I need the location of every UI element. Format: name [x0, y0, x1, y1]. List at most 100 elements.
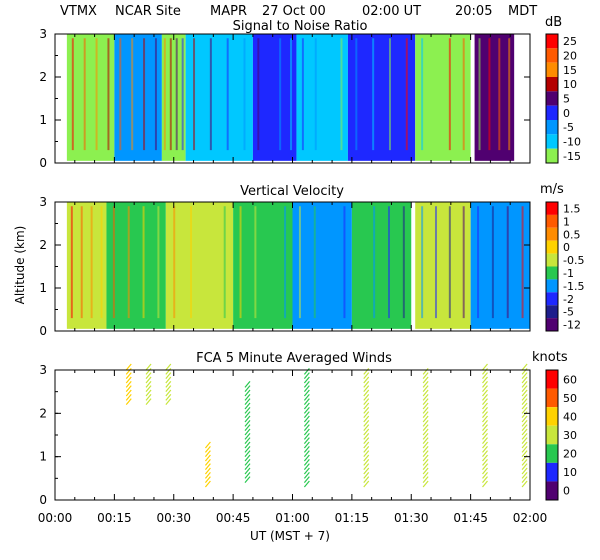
wind-barb: [303, 432, 310, 440]
colorbar-label: 1.5: [563, 202, 581, 215]
colorbar-swatch: [546, 407, 558, 426]
colorbar-label: 0: [563, 107, 570, 120]
colorbar-label: 20: [563, 50, 577, 63]
y-tick-label: 3: [39, 195, 47, 209]
wind-barb: [303, 419, 310, 427]
wind-barb: [482, 432, 488, 440]
wind-barb: [422, 424, 429, 432]
wind-barb: [303, 480, 310, 488]
colorbar-label: 0: [563, 241, 570, 254]
colorbar-label: 10: [563, 466, 577, 479]
colorbar-label: -10: [563, 136, 581, 149]
colorbar-swatch: [546, 481, 558, 500]
header-site: NCAR Site: [115, 4, 181, 19]
x-tick-label: 00:00: [38, 511, 73, 525]
wind-barb: [521, 432, 528, 440]
wind-barb: [482, 437, 488, 445]
wind-barb: [482, 372, 488, 380]
wind-barb: [165, 367, 172, 375]
wind-barb: [204, 471, 211, 479]
panel2-title: Vertical Velocity: [240, 184, 344, 199]
wind-barb: [521, 415, 528, 423]
wind-barb: [303, 454, 310, 462]
wind-barb: [303, 424, 310, 432]
y-tick-label: 3: [39, 363, 47, 377]
wind-barb: [521, 411, 528, 419]
wind-barb: [125, 363, 132, 371]
wind-barb: [303, 463, 310, 471]
wind-barb: [482, 419, 488, 427]
colorbar-frame: [545, 369, 559, 501]
wind-barb: [422, 432, 429, 440]
wind-barb: [521, 380, 528, 388]
wind-barb: [303, 471, 310, 479]
wind-barb: [363, 445, 370, 453]
data-column: [474, 34, 515, 161]
colorbar-swatch: [546, 444, 558, 463]
wind-barb: [244, 437, 251, 445]
wind-barb: [145, 380, 152, 388]
wind-barb: [204, 476, 211, 484]
wind-barb: [521, 424, 528, 432]
wind-barb: [422, 454, 429, 462]
wind-barb: [482, 428, 488, 436]
data-column: [347, 34, 416, 161]
panel1-title: Signal to Noise Ratio: [233, 19, 368, 34]
wind-barb: [422, 393, 429, 401]
wind-barb: [363, 385, 370, 393]
y-tick-label: 0: [39, 324, 47, 338]
wind-barb: [204, 458, 211, 466]
wind-barb: [363, 480, 370, 488]
data-column: [161, 34, 186, 161]
wind-barb: [303, 467, 310, 475]
wind-barb: [165, 393, 172, 401]
wind-barb: [482, 389, 488, 397]
wind-barb: [303, 450, 310, 458]
colorbar-swatch: [546, 148, 558, 163]
colorbar-label: 15: [563, 64, 577, 77]
wind-barb: [521, 419, 528, 427]
wind-barb: [165, 380, 172, 388]
wind-barb: [521, 367, 528, 375]
wind-barb: [244, 411, 251, 419]
wind-barb: [303, 458, 310, 466]
y-tick-label: 1: [39, 450, 47, 464]
panel2-unit: m/s: [540, 182, 564, 197]
wind-barb: [363, 450, 370, 458]
wind-barb: [244, 463, 251, 471]
wind-barb: [244, 380, 251, 388]
wind-barb: [422, 372, 429, 380]
wind-barb: [244, 450, 251, 458]
colorbar-frame: [545, 201, 559, 332]
colorbar-swatch: [546, 292, 558, 306]
wind-barb: [521, 454, 528, 462]
wind-barb: [204, 441, 211, 449]
wind-barb: [363, 419, 370, 427]
wind-barb: [204, 467, 211, 475]
wind-barb: [244, 471, 251, 479]
y-tick-label: 2: [39, 406, 47, 420]
wind-barb: [521, 376, 528, 384]
wind-barb: [482, 480, 488, 488]
wind-barb: [145, 389, 152, 397]
wind-barb: [125, 367, 132, 375]
data-column: [185, 34, 253, 161]
data-column: [233, 202, 293, 329]
colorbar-label: 25: [563, 35, 577, 48]
wind-barb: [363, 476, 370, 484]
x-tick-label: 02:00: [513, 511, 548, 525]
wind-barb: [244, 415, 251, 423]
wind-barb: [422, 385, 429, 393]
header-station: VTMX: [60, 4, 97, 19]
wind-barb: [145, 385, 152, 393]
wind-barb: [422, 467, 429, 475]
wind-barb: [482, 411, 488, 419]
wind-barb: [165, 376, 172, 384]
wind-barb: [125, 385, 132, 393]
wind-barb: [363, 376, 370, 384]
wind-barb: [482, 476, 488, 484]
wind-barb: [482, 363, 488, 371]
wind-barb: [125, 389, 132, 397]
